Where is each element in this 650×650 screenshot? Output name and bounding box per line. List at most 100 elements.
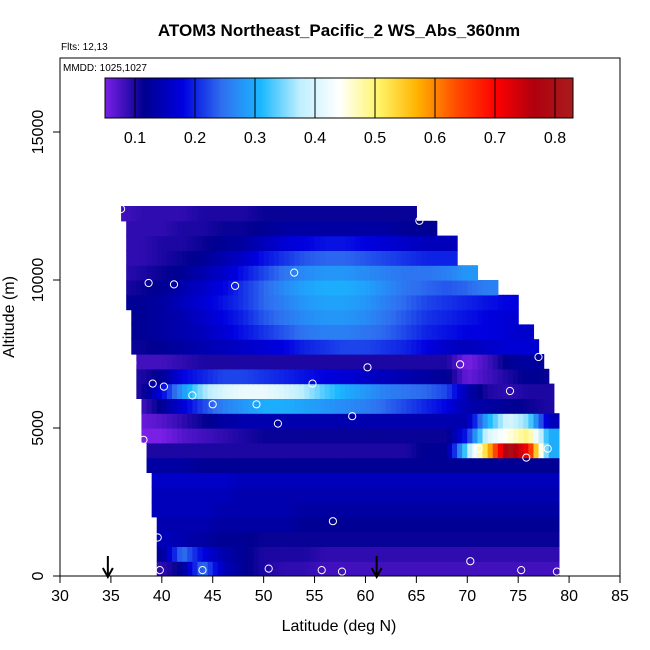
heatmap-cell — [457, 339, 463, 355]
heatmap-cell — [177, 413, 183, 429]
heatmap-cell — [365, 561, 372, 576]
heatmap-cell — [166, 442, 173, 459]
heatmap-cell — [406, 250, 412, 266]
heatmap-cell — [401, 280, 407, 296]
heatmap-cell — [452, 339, 458, 355]
heatmap-cell — [222, 428, 229, 444]
flight-arrows — [101, 556, 383, 580]
heatmap-cell — [462, 516, 468, 533]
colorbar-tick-label: 0.6 — [424, 130, 446, 147]
heatmap-cell — [345, 531, 351, 547]
heatmap-cell — [446, 354, 453, 370]
heatmap-cell — [416, 309, 423, 325]
heatmap-cell — [543, 428, 550, 444]
heatmap-cell — [207, 250, 214, 266]
heatmap-cell — [319, 442, 326, 459]
heatmap-cell — [355, 457, 361, 473]
heatmap-cell — [268, 516, 275, 533]
heatmap-cell — [518, 383, 524, 399]
heatmap-cell — [518, 487, 524, 503]
heatmap-cell — [462, 502, 468, 518]
heatmap-cell — [401, 413, 407, 429]
heatmap-cell — [431, 265, 438, 281]
heatmap-cell — [513, 516, 519, 533]
sample-point — [155, 566, 164, 575]
heatmap-cell — [508, 339, 514, 355]
heatmap-cell — [156, 220, 163, 237]
heatmap-cell — [528, 354, 535, 370]
heatmap-cell — [151, 472, 158, 488]
heatmap-cell — [222, 487, 229, 503]
heatmap-cell — [187, 487, 193, 503]
heatmap-cell — [294, 280, 300, 296]
heatmap-cell — [146, 220, 153, 237]
heatmap-cell — [289, 457, 295, 473]
heatmap-cell — [452, 324, 458, 340]
heatmap-cell — [314, 220, 321, 237]
heatmap-cell — [548, 442, 555, 459]
heatmap-cell — [370, 250, 377, 266]
heatmap-cell — [217, 309, 224, 325]
heatmap-cell — [360, 457, 367, 473]
heatmap-cell — [436, 457, 443, 473]
heatmap-cell — [172, 398, 178, 414]
heatmap-cell — [207, 265, 214, 281]
heatmap-cell — [543, 413, 550, 429]
heatmap-cell — [151, 502, 158, 518]
heatmap-cell — [304, 442, 311, 459]
heatmap-cell — [233, 531, 239, 547]
heatmap-cell — [329, 546, 336, 562]
heatmap-cell — [248, 546, 255, 562]
heatmap-cell — [370, 502, 377, 518]
heatmap-cell — [421, 280, 428, 296]
heatmap-cell — [319, 531, 326, 547]
heatmap-cell — [248, 324, 255, 340]
heatmap-cell — [126, 220, 132, 237]
heatmap-cell — [273, 383, 280, 399]
heatmap-cell — [304, 546, 311, 562]
heatmap-cell — [329, 457, 336, 473]
heatmap-cell — [528, 457, 535, 473]
heatmap-cell — [431, 546, 438, 562]
heatmap-cell — [182, 472, 188, 488]
heatmap-cell — [289, 398, 295, 414]
heatmap-cell — [329, 324, 336, 340]
heatmap-cell — [324, 428, 331, 444]
heatmap-cell — [436, 280, 443, 296]
heatmap-cell — [340, 413, 346, 429]
heatmap-cell — [273, 398, 280, 414]
heatmap-cell — [350, 280, 356, 296]
heatmap-cell — [253, 294, 260, 311]
heatmap-cell — [497, 531, 504, 547]
heatmap-cell — [192, 339, 199, 355]
heatmap-cell — [228, 294, 234, 311]
heatmap-cell — [365, 413, 372, 429]
heatmap-cell — [375, 472, 382, 488]
heatmap-cell — [360, 250, 367, 266]
heatmap-cell — [253, 487, 260, 503]
heatmap-cell — [533, 428, 540, 444]
heatmap-cell — [166, 546, 173, 562]
heatmap-cell — [278, 546, 285, 562]
heatmap-cell — [340, 206, 346, 222]
heatmap-cell — [207, 502, 214, 518]
heatmap-cell — [166, 220, 173, 237]
heatmap-cell — [314, 368, 321, 385]
heatmap-cell — [487, 457, 494, 473]
heatmap-cell — [345, 502, 351, 518]
heatmap-cell — [411, 383, 417, 399]
heatmap-cell — [411, 428, 417, 444]
heatmap-cell — [141, 265, 148, 281]
heatmap-cell — [401, 516, 407, 533]
heatmap-cell — [121, 206, 127, 222]
heatmap-cell — [523, 383, 529, 399]
heatmap-cell — [518, 339, 524, 355]
heatmap-cell — [278, 324, 285, 340]
heatmap-cell — [299, 280, 305, 296]
heatmap-cell — [268, 235, 275, 251]
plot-frame — [59, 57, 621, 577]
heatmap-cell — [166, 250, 173, 266]
heatmap-cell — [161, 309, 168, 325]
heatmap-cell — [482, 546, 489, 562]
heatmap-cell — [345, 250, 351, 266]
